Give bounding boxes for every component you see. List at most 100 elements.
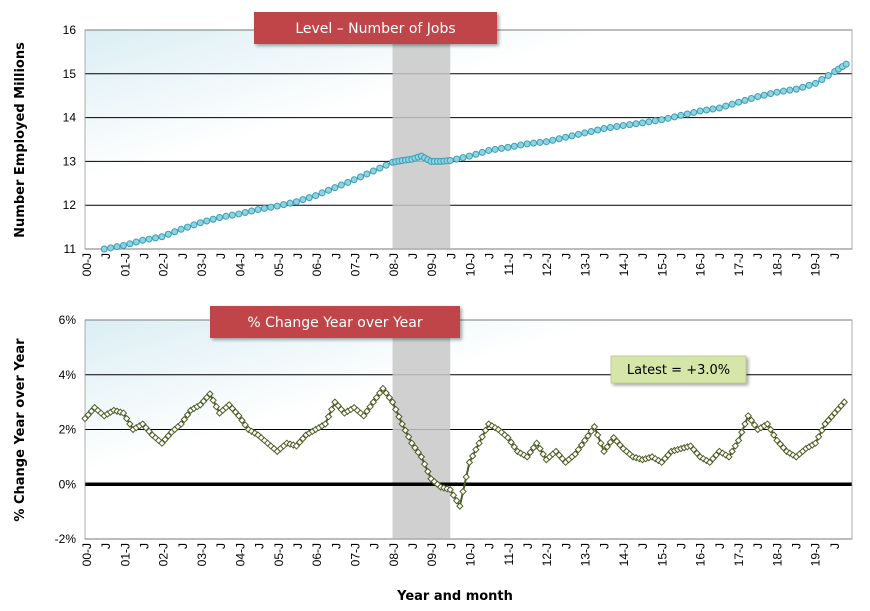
data-point bbox=[478, 433, 486, 441]
x-tick-label: J bbox=[713, 543, 727, 549]
data-point bbox=[177, 225, 185, 233]
data-point bbox=[690, 108, 698, 116]
data-point bbox=[686, 442, 695, 450]
data-point bbox=[414, 448, 422, 457]
data-point bbox=[792, 85, 800, 93]
x-tick-label: 19-J bbox=[809, 253, 823, 276]
data-point bbox=[392, 405, 400, 414]
data-point bbox=[763, 420, 772, 428]
x-tick-label: J bbox=[329, 253, 343, 259]
data-point bbox=[318, 189, 326, 197]
data-point bbox=[292, 442, 301, 450]
data-point bbox=[465, 458, 474, 467]
data-point bbox=[382, 161, 390, 169]
data-point bbox=[722, 102, 730, 110]
data-point bbox=[465, 152, 473, 160]
data-point bbox=[212, 402, 221, 411]
data-point bbox=[632, 120, 640, 128]
data-point bbox=[446, 157, 454, 165]
data-point bbox=[734, 436, 743, 445]
bottom-y-axis-title: % Change Year over Year bbox=[13, 338, 28, 522]
x-tick-label: J bbox=[368, 543, 382, 549]
data-point bbox=[725, 453, 733, 461]
x-tick-label: J bbox=[828, 543, 842, 549]
recession-shade-bottom bbox=[392, 320, 451, 539]
data-point bbox=[834, 405, 842, 414]
x-tick-label: J bbox=[138, 253, 152, 259]
latest-annotation: Latest = +3.0% bbox=[610, 355, 747, 384]
data-point bbox=[529, 444, 538, 452]
data-point bbox=[600, 125, 608, 133]
data-point bbox=[401, 426, 410, 435]
data-point bbox=[385, 393, 394, 402]
x-tick-label: 17-J bbox=[732, 543, 746, 566]
data-point bbox=[581, 436, 589, 445]
data-point bbox=[366, 402, 374, 411]
bottom-x-tick-labels: 00-J J 01-J J 02-J J 03-J J 04-J J 05-J J 06-J J 07-J J… bbox=[80, 543, 842, 566]
data-point bbox=[536, 138, 544, 146]
data-point bbox=[231, 408, 240, 416]
data-point bbox=[750, 421, 759, 429]
series-markers bbox=[100, 60, 850, 253]
data-point bbox=[119, 241, 127, 249]
data-point bbox=[526, 448, 535, 457]
data-point bbox=[587, 127, 595, 135]
data-point bbox=[273, 202, 281, 210]
data-point bbox=[177, 420, 185, 428]
data-point bbox=[260, 204, 268, 212]
data-point bbox=[530, 139, 538, 147]
data-point bbox=[478, 148, 486, 156]
data-point bbox=[638, 119, 646, 127]
y-tick-label: 14 bbox=[63, 111, 77, 125]
data-point bbox=[417, 453, 426, 461]
x-tick-label: 19-J bbox=[809, 543, 823, 566]
data-point bbox=[363, 170, 371, 178]
data-point bbox=[376, 164, 384, 172]
data-point bbox=[376, 389, 384, 397]
y-tick-label: -2% bbox=[55, 532, 77, 546]
data-point bbox=[706, 458, 714, 467]
x-tick-label: J bbox=[559, 543, 573, 549]
x-tick-label: 07-J bbox=[348, 543, 362, 566]
data-point bbox=[158, 439, 166, 447]
x-tick-label: 11-J bbox=[502, 253, 516, 275]
x-tick-label: 13-J bbox=[579, 253, 593, 276]
x-tick-label: J bbox=[214, 543, 228, 549]
x-tick-label: J bbox=[444, 543, 458, 549]
data-point bbox=[158, 233, 166, 241]
x-tick-label: 05-J bbox=[272, 253, 286, 276]
x-tick-label: 15-J bbox=[655, 253, 669, 276]
data-point bbox=[142, 423, 150, 432]
data-point bbox=[459, 487, 467, 496]
data-point bbox=[228, 211, 236, 219]
top-title-banner: Level – Number of Jobs bbox=[254, 12, 497, 44]
x-tick-label: J bbox=[176, 543, 190, 549]
y-tick-label: 6% bbox=[59, 313, 77, 327]
y-tick-label: 0% bbox=[59, 477, 77, 491]
data-point bbox=[773, 436, 781, 445]
data-point bbox=[199, 397, 208, 405]
data-point bbox=[584, 432, 592, 440]
latest-annotation-box bbox=[610, 355, 747, 384]
data-point bbox=[805, 81, 813, 89]
data-point bbox=[235, 412, 243, 420]
data-point bbox=[818, 75, 826, 83]
data-point bbox=[728, 447, 736, 456]
data-point bbox=[305, 194, 313, 202]
data-point bbox=[107, 244, 115, 252]
data-point bbox=[818, 426, 826, 435]
data-point bbox=[228, 404, 237, 413]
data-point bbox=[145, 235, 153, 243]
x-tick-label: J bbox=[99, 543, 113, 549]
data-point bbox=[661, 454, 669, 463]
top-title-box bbox=[254, 12, 497, 44]
recession-shade-top bbox=[392, 30, 451, 249]
data-point bbox=[126, 420, 134, 428]
x-tick-label: J bbox=[176, 253, 190, 259]
data-point bbox=[616, 441, 624, 449]
bottom-title-banner: % Change Year over Year bbox=[210, 306, 460, 338]
data-point bbox=[824, 72, 832, 80]
plot-frame-bottom bbox=[84, 319, 853, 540]
data-point bbox=[344, 178, 352, 186]
data-point bbox=[331, 398, 339, 406]
